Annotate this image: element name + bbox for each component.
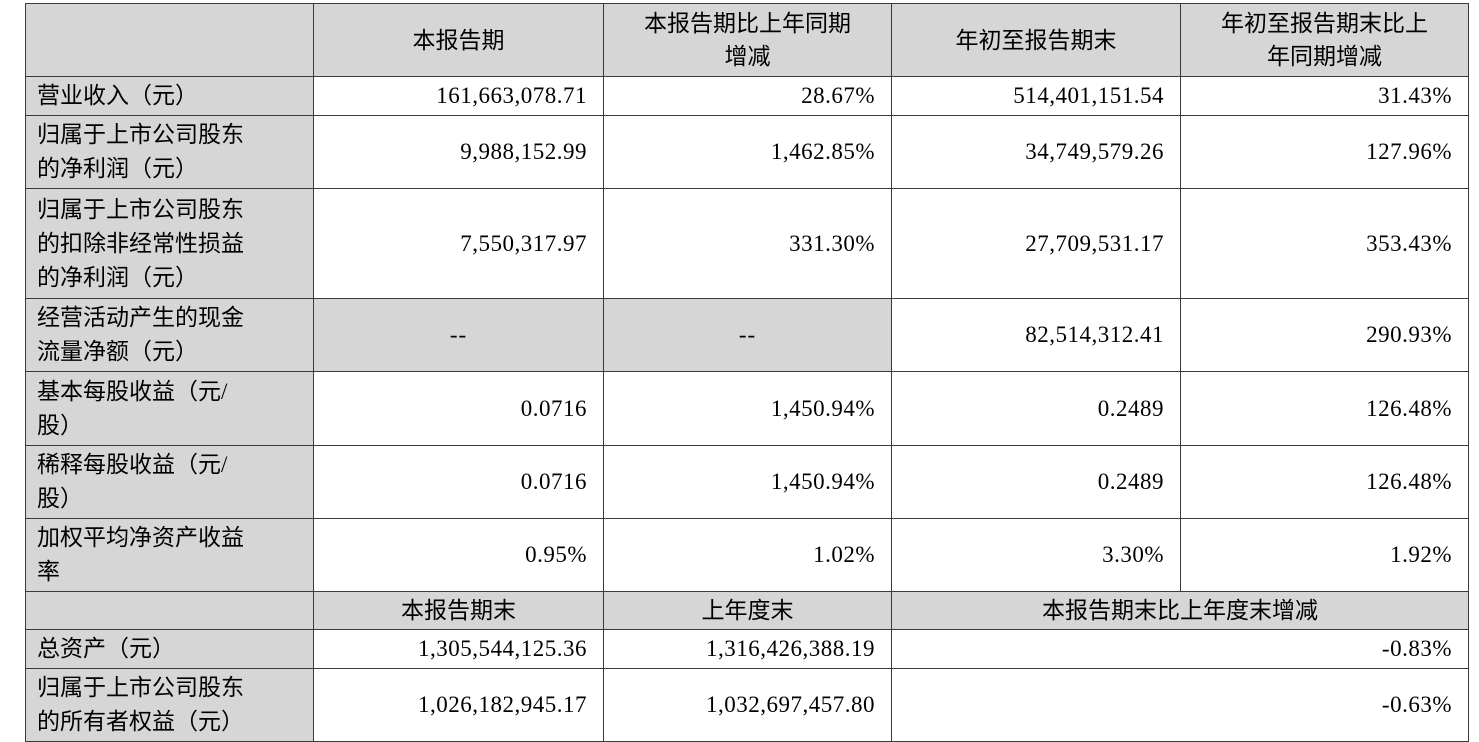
cell-current-period: 0.0716	[313, 445, 604, 519]
cell-ytd-yoy-change: 126.48%	[1180, 371, 1469, 446]
cell-ytd: 514,401,151.54	[891, 76, 1181, 116]
cell-yoy-change: 1,450.94%	[603, 371, 892, 446]
header-blank-2	[25, 591, 314, 630]
row-net-profit-attributable: 归属于上市公司股东 的净利润（元） 9,988,152.99 1,462.85%…	[25, 115, 1469, 189]
header-year-to-date: 年初至报告期末	[891, 3, 1181, 77]
cell-ytd: 82,514,312.41	[891, 298, 1181, 372]
header-current-period-yoy-change: 本报告期比上年同期 增减	[603, 3, 892, 77]
row-equity-attributable: 归属于上市公司股东 的所有者权益（元） 1,026,182,945.17 1,0…	[25, 668, 1469, 742]
header-year-to-date-yoy-change: 年初至报告期末比上 年同期增减	[1180, 3, 1469, 77]
cell-ytd-yoy-change: 290.93%	[1180, 298, 1469, 372]
section1-header-row: 本报告期 本报告期比上年同期 增减 年初至报告期末 年初至报告期末比上 年同期增…	[25, 3, 1469, 77]
cell-yoy-change: 331.30%	[603, 188, 892, 299]
cell-yoy-change: 1,450.94%	[603, 445, 892, 519]
row-label: 稀释每股收益（元/ 股）	[25, 445, 314, 519]
key-figures-table: 本报告期 本报告期比上年同期 增减 年初至报告期末 年初至报告期末比上 年同期增…	[25, 3, 1469, 742]
row-diluted-eps: 稀释每股收益（元/ 股） 0.0716 1,450.94% 0.2489 126…	[25, 445, 1469, 519]
cell-yoy-change: 28.67%	[603, 76, 892, 116]
cell-end-of-prior-year: 1,032,697,457.80	[603, 668, 892, 742]
row-label: 归属于上市公司股东 的扣除非经常性损益 的净利润（元）	[25, 188, 314, 299]
cell-ytd: 34,749,579.26	[891, 115, 1181, 189]
row-operating-revenue: 营业收入（元） 161,663,078.71 28.67% 514,401,15…	[25, 76, 1469, 116]
cell-current-period: 9,988,152.99	[313, 115, 604, 189]
cell-ytd: 3.30%	[891, 518, 1181, 592]
cell-current-period-na: --	[313, 298, 604, 372]
cell-current-period: 7,550,317.97	[313, 188, 604, 299]
cell-end-of-period: 1,026,182,945.17	[313, 668, 604, 742]
cell-current-period: 161,663,078.71	[313, 76, 604, 116]
cell-ytd: 27,709,531.17	[891, 188, 1181, 299]
cell-ytd-yoy-change: 126.48%	[1180, 445, 1469, 519]
row-label: 归属于上市公司股东 的净利润（元）	[25, 115, 314, 189]
row-label: 营业收入（元）	[25, 76, 314, 116]
cell-end-of-prior-year: 1,316,426,388.19	[603, 629, 892, 669]
cell-change: -0.63%	[891, 668, 1469, 742]
cell-ytd-yoy-change: 31.43%	[1180, 76, 1469, 116]
section2-header-row: 本报告期末 上年度末 本报告期末比上年度末增减	[25, 591, 1469, 630]
row-label: 总资产（元）	[25, 629, 314, 669]
cell-ytd-yoy-change: 127.96%	[1180, 115, 1469, 189]
cell-end-of-period: 1,305,544,125.36	[313, 629, 604, 669]
cell-current-period: 0.95%	[313, 518, 604, 592]
row-label: 经营活动产生的现金 流量净额（元）	[25, 298, 314, 372]
row-label: 基本每股收益（元/ 股）	[25, 371, 314, 446]
row-basic-eps: 基本每股收益（元/ 股） 0.0716 1,450.94% 0.2489 126…	[25, 371, 1469, 446]
row-weighted-avg-roe: 加权平均净资产收益 率 0.95% 1.02% 3.30% 1.92%	[25, 518, 1469, 592]
row-net-profit-excl-nonrecurring: 归属于上市公司股东 的扣除非经常性损益 的净利润（元） 7,550,317.97…	[25, 188, 1469, 299]
cell-ytd-yoy-change: 353.43%	[1180, 188, 1469, 299]
row-label: 归属于上市公司股东 的所有者权益（元）	[25, 668, 314, 742]
cell-yoy-change: 1.02%	[603, 518, 892, 592]
cell-ytd: 0.2489	[891, 445, 1181, 519]
row-label: 加权平均净资产收益 率	[25, 518, 314, 592]
header-end-of-prior-year: 上年度末	[603, 591, 892, 630]
header-end-of-period: 本报告期末	[313, 591, 604, 630]
cell-current-period: 0.0716	[313, 371, 604, 446]
row-total-assets: 总资产（元） 1,305,544,125.36 1,316,426,388.19…	[25, 629, 1469, 669]
header-blank	[25, 3, 314, 77]
cell-yoy-change: 1,462.85%	[603, 115, 892, 189]
header-current-period: 本报告期	[313, 3, 604, 77]
cell-ytd-yoy-change: 1.92%	[1180, 518, 1469, 592]
cell-ytd: 0.2489	[891, 371, 1181, 446]
header-change-vs-prior-year-end: 本报告期末比上年度末增减	[891, 591, 1469, 630]
row-operating-cash-flow: 经营活动产生的现金 流量净额（元） -- -- 82,514,312.41 29…	[25, 298, 1469, 372]
financial-summary-table: 本报告期 本报告期比上年同期 增减 年初至报告期末 年初至报告期末比上 年同期增…	[25, 3, 1469, 742]
cell-yoy-change-na: --	[603, 298, 892, 372]
cell-change: -0.83%	[891, 629, 1469, 669]
